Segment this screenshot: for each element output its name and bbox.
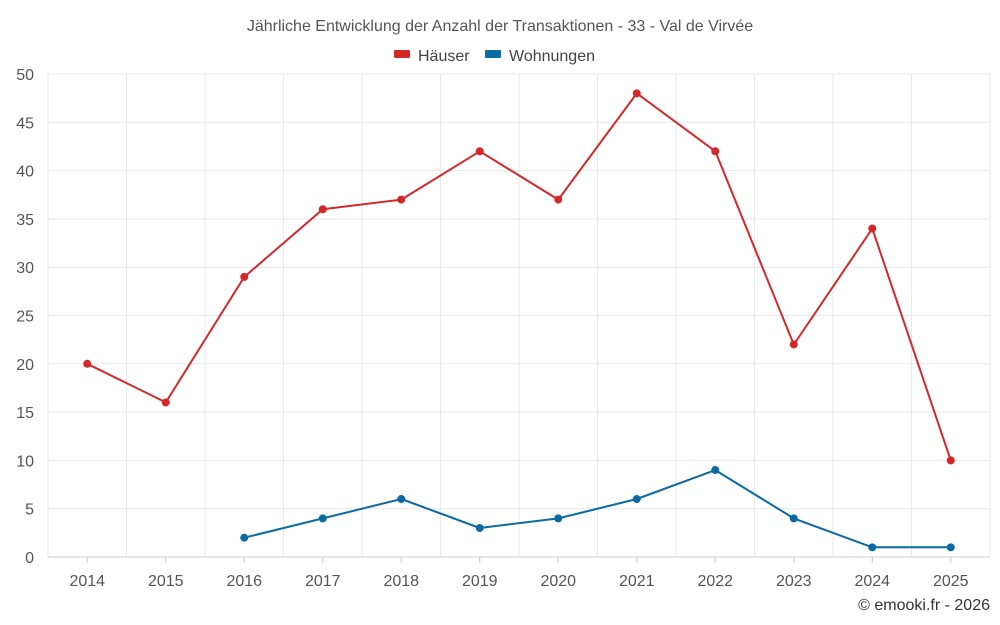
data-point-wohnungen[interactable]	[711, 466, 720, 475]
grid	[47, 73, 991, 558]
series-line-wohnungen	[244, 469, 951, 549]
data-point-h-user[interactable]	[475, 147, 484, 156]
y-tick-label: 50	[16, 67, 34, 84]
y-tick-label: 30	[16, 260, 34, 277]
data-point-wohnungen[interactable]	[318, 514, 327, 523]
y-axis: 0 5 10 15 20 25 30 35 40 45 50	[16, 67, 34, 567]
x-axis: 2014 2015 2016 2017 2018 2019 2020 2021 2022 2023…	[69, 557, 969, 590]
legend-item-wohnungen[interactable]: Wohnungen	[485, 48, 595, 65]
x-tick-label: 2020	[540, 573, 576, 590]
y-tick-label: 20	[16, 357, 34, 374]
x-tick-label: 2015	[148, 573, 184, 590]
x-tick-label: 2025	[933, 573, 969, 590]
x-tick-label: 2023	[776, 573, 812, 590]
legend-swatch	[485, 50, 501, 58]
data-point-h-user[interactable]	[711, 147, 720, 156]
data-point-wohnungen[interactable]	[397, 495, 406, 504]
data-point-wohnungen[interactable]	[632, 495, 641, 504]
legend-swatch	[394, 50, 410, 58]
y-tick-label: 0	[25, 550, 34, 567]
y-tick-label: 25	[16, 309, 34, 326]
data-point-h-user[interactable]	[161, 398, 170, 407]
data-point-wohnungen[interactable]	[946, 543, 955, 552]
legend-label: Wohnungen	[509, 48, 595, 65]
data-point-h-user[interactable]	[946, 456, 955, 465]
x-tick-label: 2018	[383, 573, 419, 590]
data-point-h-user[interactable]	[240, 272, 249, 281]
data-point-wohnungen[interactable]	[868, 543, 877, 552]
x-tick-label: 2024	[854, 573, 890, 590]
x-tick-label: 2022	[697, 573, 733, 590]
data-point-h-user[interactable]	[554, 195, 563, 204]
data-point-wohnungen[interactable]	[475, 524, 484, 533]
legend-label: Häuser	[418, 48, 470, 65]
credit-text: © emooki.fr - 2026	[858, 597, 990, 614]
x-tick-label: 2016	[226, 573, 262, 590]
series-h-user	[83, 89, 955, 465]
data-point-h-user[interactable]	[632, 89, 641, 98]
x-tick-label: 2014	[69, 573, 105, 590]
series-wohnungen	[240, 466, 955, 552]
y-tick-label: 5	[25, 502, 34, 519]
data-point-h-user[interactable]	[789, 340, 798, 349]
x-tick-label: 2019	[462, 573, 498, 590]
y-tick-label: 40	[16, 164, 34, 181]
y-tick-label: 35	[16, 212, 34, 229]
data-point-h-user[interactable]	[868, 224, 877, 233]
data-point-h-user[interactable]	[397, 195, 406, 204]
legend-item-h-user[interactable]: Häuser	[394, 48, 470, 65]
data-point-h-user[interactable]	[318, 205, 327, 214]
legend: Häuser Wohnungen	[394, 48, 595, 65]
data-point-h-user[interactable]	[83, 359, 92, 368]
y-tick-label: 10	[16, 453, 34, 470]
data-point-wohnungen[interactable]	[554, 514, 563, 523]
x-tick-label: 2017	[305, 573, 341, 590]
data-point-wohnungen[interactable]	[789, 514, 798, 523]
y-tick-label: 45	[16, 115, 34, 132]
series-group	[83, 89, 955, 552]
data-point-wohnungen[interactable]	[240, 533, 249, 542]
chart-title: Jährliche Entwicklung der Anzahl der Tra…	[247, 18, 753, 35]
x-tick-label: 2021	[619, 573, 655, 590]
series-line-h-user	[86, 92, 952, 461]
y-tick-label: 15	[16, 405, 34, 422]
